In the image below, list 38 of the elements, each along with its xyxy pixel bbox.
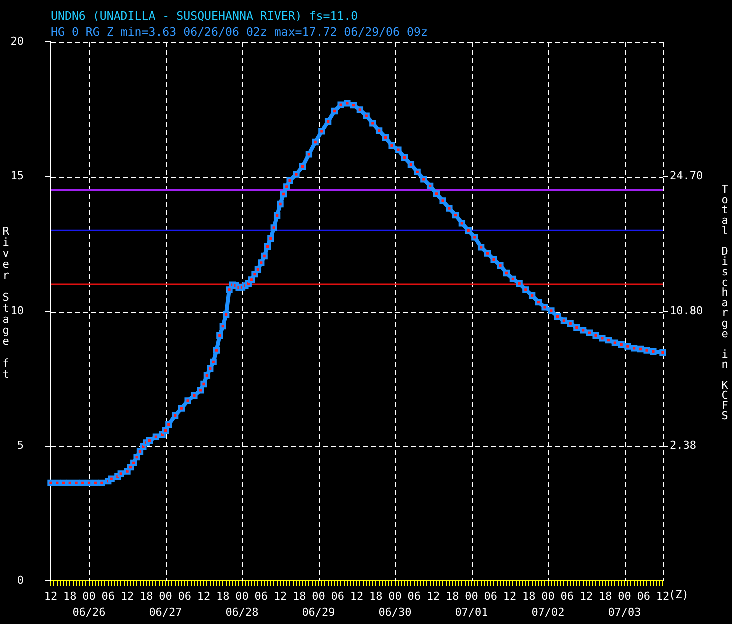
x-tick-label: 12 xyxy=(656,590,670,603)
x-tick-label: 18 xyxy=(140,590,154,603)
x-tick-label: 12 xyxy=(120,590,134,603)
x-tick-label: 12 xyxy=(44,590,58,603)
x-tick-label: 18 xyxy=(446,590,460,603)
x-tick-label: 06 xyxy=(484,590,498,603)
y-tick-label: 5 xyxy=(17,439,24,452)
x-tick-label: 12 xyxy=(426,590,440,603)
chart-subtitle: HG 0 RG Z min=3.63 06/26/06 02z max=17.72 06/29/06 09z xyxy=(51,25,428,40)
text: Total Discharge in KCFS xyxy=(722,183,728,423)
text: River Stage ft xyxy=(2,224,10,381)
category-label: 10.80 xyxy=(670,304,704,318)
x-tick-label: 12 xyxy=(580,590,594,603)
x-tick-label: 18 xyxy=(599,590,612,603)
x-tick-label: 18 xyxy=(216,590,230,603)
y-tick-label: 10 xyxy=(10,304,24,318)
x-tick-label: 18 xyxy=(522,590,536,603)
x-tick-label: 12 xyxy=(274,590,288,603)
x-tick-label: 18 xyxy=(293,590,306,603)
x-tick-label: 06 xyxy=(102,590,115,603)
category-label: 2.38 xyxy=(670,439,696,452)
category-label: 24.70 xyxy=(670,170,704,183)
x-tick-label: 18 xyxy=(370,590,383,603)
x-tick-label: 06 xyxy=(178,590,192,603)
chart-title: UNDN6 (UNADILLA - SUSQUEHANNA RIVER) fs=11.0 xyxy=(51,9,358,24)
x-axis-title: (Z) xyxy=(669,588,689,602)
y-tick-label: 20 xyxy=(10,34,24,48)
y-tick-label: 0 xyxy=(17,574,24,587)
x-tick-label: 12 xyxy=(350,590,364,603)
y-tick-label: 15 xyxy=(10,170,24,183)
x-tick-label: 06 xyxy=(254,590,268,603)
x-tick-label: 12 xyxy=(197,590,211,603)
x-tick-label: 12 xyxy=(503,590,517,603)
x-tick-label: 06 xyxy=(331,590,344,603)
x-tick-label: 06 xyxy=(560,590,574,603)
x-tick-label: 06 xyxy=(637,590,650,603)
x-tick-label: 06 xyxy=(408,590,421,603)
x-tick-label: 18 xyxy=(64,590,77,603)
